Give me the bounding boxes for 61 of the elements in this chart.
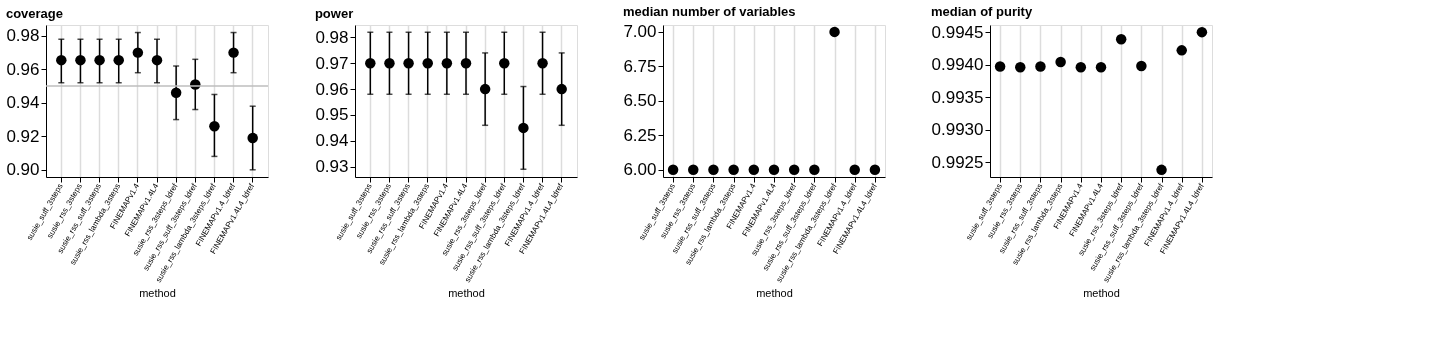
point (1035, 61, 1046, 72)
y-tick-label: 6.50 (623, 91, 657, 111)
y-tick-label: 7.00 (623, 22, 657, 42)
chart-title: median of purity (931, 4, 1033, 20)
y-tick-label: 0.96 (315, 79, 349, 99)
point (994, 61, 1006, 72)
point (113, 54, 124, 66)
point (479, 83, 491, 95)
point (1196, 26, 1208, 38)
x-axis-title: method (448, 286, 485, 299)
point (1136, 60, 1147, 72)
y-tick-label: 6.00 (623, 160, 657, 180)
point (403, 58, 414, 69)
point (247, 132, 258, 144)
y-tick-label: 0.9930 (931, 120, 984, 140)
point (556, 83, 567, 95)
point (1156, 164, 1167, 176)
point (170, 87, 182, 99)
point (1075, 61, 1087, 73)
y-tick-label: 0.93 (315, 157, 349, 177)
point (441, 58, 453, 69)
x-axis-title: method (1083, 286, 1120, 299)
y-tick-label: 0.95 (315, 105, 349, 125)
point (228, 47, 239, 58)
point (151, 54, 163, 66)
point (56, 54, 67, 66)
y-tick-label: 6.25 (623, 125, 657, 145)
y-tick-label: 0.9945 (931, 22, 984, 42)
chart-title: coverage (5, 6, 64, 21)
point (499, 58, 510, 69)
point (365, 58, 376, 69)
point (460, 58, 472, 69)
point (1015, 61, 1026, 73)
y-tick-label: 6.75 (623, 56, 657, 76)
point (75, 54, 86, 66)
chart-title: power (314, 6, 354, 21)
point (94, 54, 105, 66)
point (132, 47, 144, 58)
point (1115, 34, 1127, 45)
y-tick-label: 0.90 (6, 160, 40, 180)
y-tick-label: 0.98 (315, 27, 349, 47)
x-axis-title: method (139, 286, 176, 299)
y-tick-label: 0.94 (315, 131, 349, 151)
y-tick-label: 0.9940 (931, 55, 984, 75)
point (422, 58, 433, 69)
y-tick-label: 0.96 (6, 59, 40, 79)
point (1095, 61, 1107, 73)
point (384, 58, 395, 69)
point (1055, 56, 1066, 68)
chart-title: median number of variables (622, 3, 796, 19)
point (209, 121, 220, 132)
y-tick-label: 0.94 (6, 93, 40, 113)
y-tick-label: 0.9925 (931, 152, 984, 172)
point (518, 122, 529, 134)
x-axis-title: method (756, 286, 793, 299)
y-tick-label: 0.97 (315, 53, 349, 73)
y-tick-label: 0.98 (6, 26, 40, 46)
y-tick-label: 0.92 (6, 126, 40, 146)
point (1176, 45, 1187, 56)
y-tick-label: 0.9935 (931, 87, 984, 107)
point (537, 58, 548, 69)
